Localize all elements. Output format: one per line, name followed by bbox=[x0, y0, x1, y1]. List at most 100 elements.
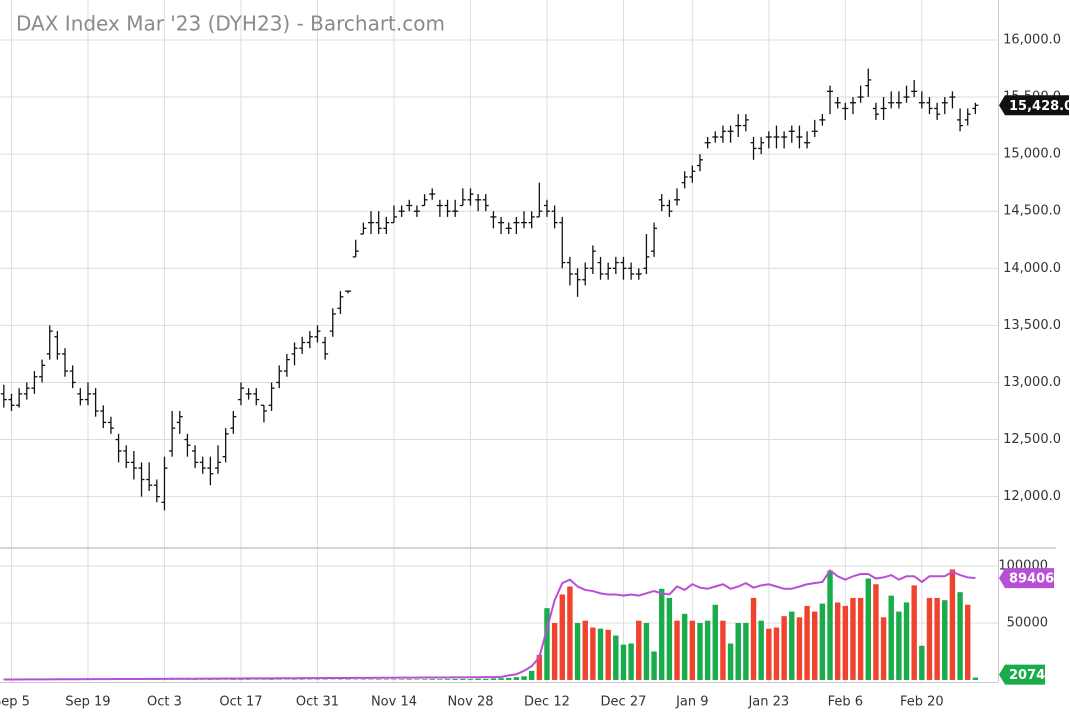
volume-bar bbox=[506, 678, 511, 680]
volume-bar bbox=[575, 623, 580, 680]
volume-bar bbox=[873, 584, 878, 680]
volume-bar bbox=[430, 679, 435, 680]
volume-bar bbox=[674, 621, 679, 680]
volume-bar bbox=[720, 621, 725, 680]
x-tick-label: Dec 27 bbox=[601, 695, 647, 710]
y-tick-label: 13,500.0 bbox=[1003, 318, 1061, 333]
volume-bar bbox=[491, 678, 496, 679]
y-tick-label: 15,000.0 bbox=[1003, 147, 1061, 162]
volume-bar bbox=[942, 600, 947, 680]
x-tick-label: Feb 6 bbox=[828, 695, 863, 710]
volume-bar bbox=[583, 621, 588, 680]
y-tick-label: 14,000.0 bbox=[1003, 261, 1061, 276]
volume-bar bbox=[598, 629, 603, 680]
volume-bar bbox=[866, 579, 871, 680]
volume-bar bbox=[521, 676, 526, 680]
volume-bar bbox=[774, 628, 779, 680]
volume-bar bbox=[927, 598, 932, 680]
volume-bar bbox=[957, 592, 962, 680]
x-tick-label: Sep 19 bbox=[65, 695, 110, 710]
volume-bar bbox=[934, 598, 939, 680]
x-tick-label: Oct 17 bbox=[219, 695, 262, 710]
y-tick-label: 14,500.0 bbox=[1003, 204, 1061, 219]
volume-bar bbox=[345, 679, 350, 680]
y-tick-label: 12,000.0 bbox=[1003, 489, 1061, 504]
volume-bar bbox=[452, 679, 457, 680]
volume-bar bbox=[743, 623, 748, 680]
volume-bar bbox=[751, 598, 756, 680]
volume-bar bbox=[659, 589, 664, 680]
volume-bar bbox=[758, 621, 763, 680]
volume-bar bbox=[835, 602, 840, 679]
volume-bar bbox=[804, 606, 809, 680]
volume-bar bbox=[552, 623, 557, 680]
volume-bar bbox=[781, 616, 786, 680]
volume-bar bbox=[797, 617, 802, 680]
open-interest-label: 89406 bbox=[1009, 572, 1054, 587]
volume-bar bbox=[858, 598, 863, 680]
volume-bar bbox=[965, 605, 970, 680]
volume-bar bbox=[445, 679, 450, 680]
volume-bar bbox=[827, 571, 832, 680]
volume-bar bbox=[414, 679, 419, 680]
volume-bar bbox=[590, 628, 595, 680]
volume-bar bbox=[697, 623, 702, 680]
volume-bar bbox=[483, 679, 488, 680]
volume-bar bbox=[736, 623, 741, 680]
volume-bar bbox=[498, 678, 503, 680]
volume-bar bbox=[896, 612, 901, 680]
y-tick-label: 12,500.0 bbox=[1003, 432, 1061, 447]
volume-bar bbox=[468, 679, 473, 680]
volume-bar bbox=[460, 679, 465, 680]
volume-bar bbox=[812, 612, 817, 680]
volume-bar bbox=[911, 585, 916, 680]
volume-bar bbox=[437, 679, 442, 680]
volume-bar bbox=[850, 598, 855, 680]
volume-bar bbox=[950, 569, 955, 680]
volume-bar bbox=[644, 623, 649, 680]
volume-label: 2074 bbox=[1009, 668, 1045, 683]
volume-bar bbox=[904, 602, 909, 679]
x-tick-label: Oct 3 bbox=[147, 695, 182, 710]
y-tick-label: 16,000.0 bbox=[1003, 32, 1061, 47]
volume-bar bbox=[919, 646, 924, 680]
volume-bar bbox=[384, 679, 389, 680]
x-tick-label: Nov 14 bbox=[371, 695, 417, 710]
volume-bar bbox=[766, 629, 771, 680]
volume-bar bbox=[820, 604, 825, 680]
volume-bar bbox=[605, 630, 610, 680]
labels: 12,000.012,500.013,000.013,500.014,000.0… bbox=[0, 32, 1070, 709]
volume-bar bbox=[376, 679, 381, 680]
volume-bar bbox=[628, 643, 633, 679]
volume-bar bbox=[567, 587, 572, 680]
volume-bar bbox=[667, 598, 672, 680]
volume-bar bbox=[475, 679, 480, 680]
volume-bar bbox=[399, 679, 404, 680]
volume-bar bbox=[843, 606, 848, 680]
x-tick-label: Jan 23 bbox=[747, 695, 789, 710]
grid bbox=[0, 0, 998, 682]
volume-bar bbox=[713, 605, 718, 680]
volume-bar bbox=[422, 679, 427, 680]
x-tick-label: Jan 9 bbox=[675, 695, 708, 710]
volume-bar bbox=[889, 596, 894, 680]
volume-bar bbox=[705, 621, 710, 680]
volume-tick-label: 50000 bbox=[1007, 615, 1048, 630]
volume-bar bbox=[690, 621, 695, 680]
volume-bar bbox=[651, 651, 656, 679]
volume-bar bbox=[728, 643, 733, 679]
volume-bar bbox=[407, 679, 412, 680]
last-price-label: 15,428.0 bbox=[1009, 99, 1070, 114]
volume-bar bbox=[789, 612, 794, 680]
x-tick-label: Oct 31 bbox=[296, 695, 339, 710]
volume-bar bbox=[682, 614, 687, 680]
volume-bar bbox=[560, 594, 565, 679]
volume-bar bbox=[529, 671, 534, 680]
volume-bar bbox=[973, 678, 978, 680]
marks bbox=[1, 69, 979, 680]
volume-bar bbox=[514, 677, 519, 680]
x-tick-label: Nov 28 bbox=[447, 695, 493, 710]
chart-title: DAX Index Mar '23 (DYH23) - Barchart.com bbox=[16, 12, 445, 36]
